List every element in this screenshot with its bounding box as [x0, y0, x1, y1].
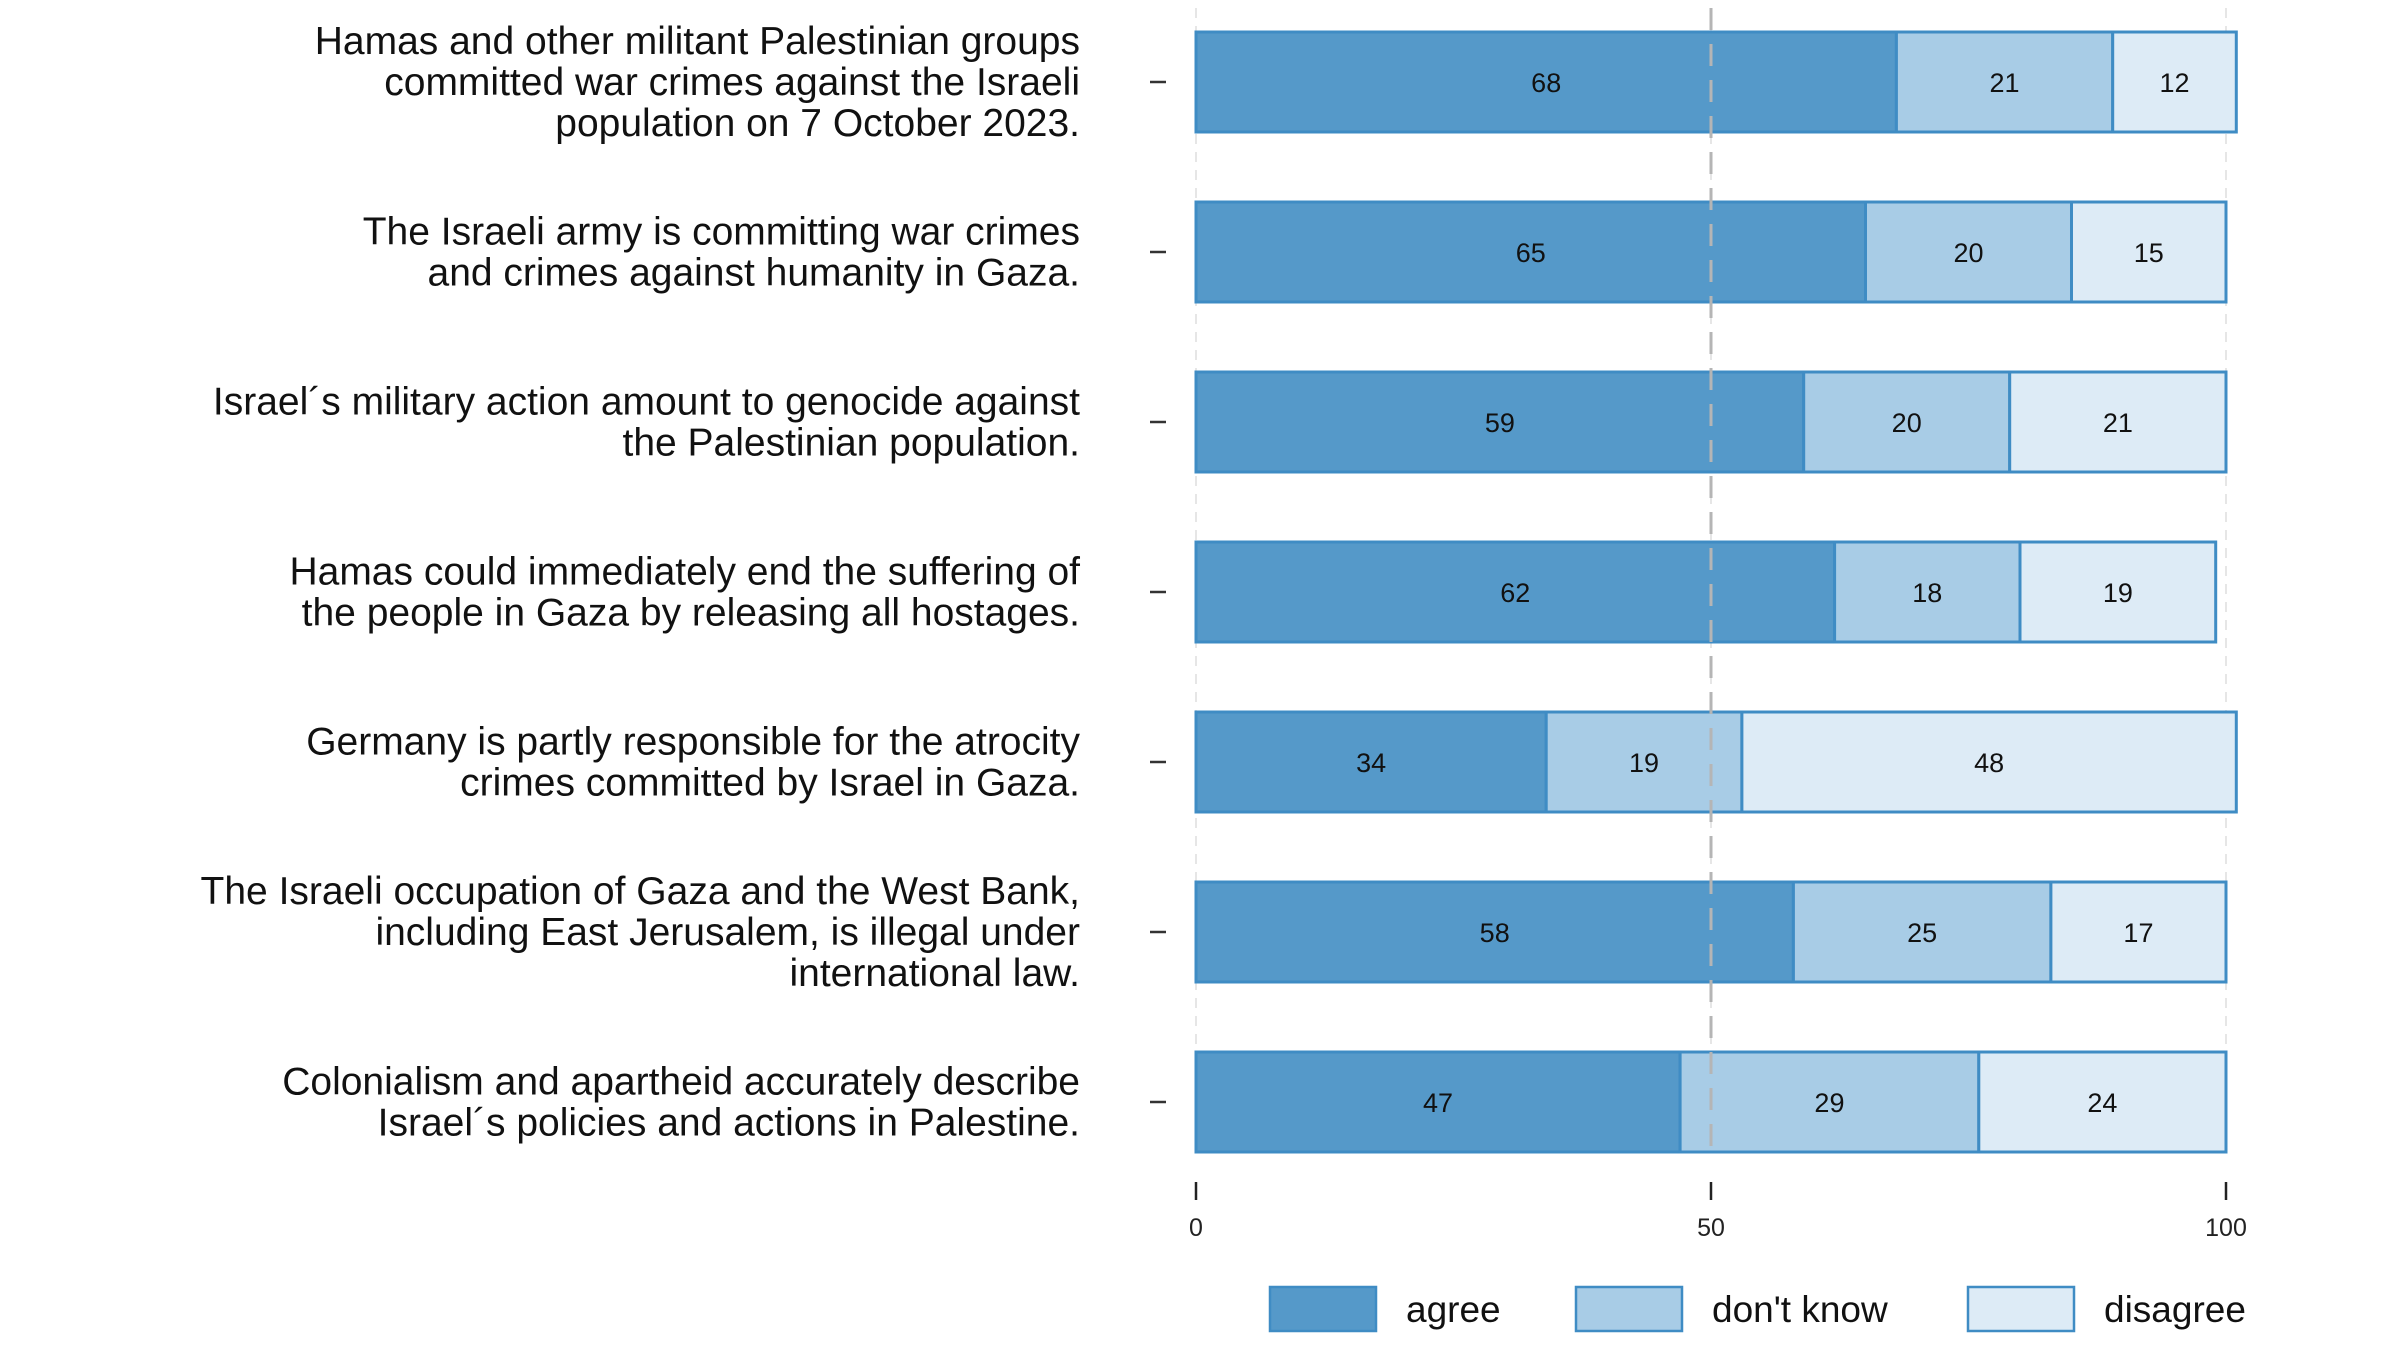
- bar-disagree-6: [2049, 880, 2228, 984]
- category-label-5-line-2: crimes committed by Israel in Gaza.: [460, 762, 1080, 805]
- value-label-disagree-1: 12: [2159, 68, 2189, 98]
- category-label-1-line-1: Hamas and other militant Palestinian gro…: [315, 20, 1080, 63]
- bar-agree-6: [1194, 880, 1795, 984]
- value-label-disagree-2: 15: [2134, 238, 2164, 268]
- bar-don-t-know-4: [1833, 540, 2022, 644]
- legend-swatch-agree: [1268, 1285, 1378, 1333]
- value-label-disagree-5: 48: [1974, 748, 2004, 778]
- category-label-7-line-1: Colonialism and apartheid accurately des…: [282, 1061, 1080, 1104]
- bar-don-t-know-5: [1544, 710, 1744, 814]
- legend-swatch-don-t-know: [1574, 1285, 1684, 1333]
- category-label-6-line-3: international law.: [789, 952, 1080, 995]
- value-label-don-t-know-2: 20: [1953, 238, 1983, 268]
- value-label-don-t-know-6: 25: [1907, 918, 1937, 948]
- value-label-agree-3: 59: [1485, 408, 1515, 438]
- bar-agree-3: [1194, 370, 1806, 474]
- value-label-agree-2: 65: [1516, 238, 1546, 268]
- value-label-agree-5: 34: [1356, 748, 1386, 778]
- category-label-7-line-2: Israel´s policies and actions in Palesti…: [378, 1102, 1080, 1145]
- value-label-don-t-know-5: 19: [1629, 748, 1659, 778]
- category-label-2-line-2: and crimes against humanity in Gaza.: [428, 252, 1081, 295]
- bar-disagree-7: [1977, 1050, 2228, 1154]
- bar-agree-4: [1194, 540, 1837, 644]
- legend-label-agree: agree: [1406, 1289, 1501, 1330]
- x-axis: 0 50 100: [1189, 1182, 2247, 1242]
- value-label-agree-1: 68: [1531, 68, 1561, 98]
- value-label-disagree-7: 24: [2087, 1088, 2117, 1118]
- category-label-1-line-3: population on 7 October 2023.: [555, 102, 1080, 145]
- value-label-agree-7: 47: [1423, 1088, 1453, 1118]
- bar-disagree-1: [2111, 30, 2238, 134]
- bar-disagree-2: [2070, 200, 2228, 304]
- category-label-3-line-1: Israel´s military action amount to genoc…: [213, 381, 1080, 424]
- bar-agree-2: [1194, 200, 1867, 304]
- x-tick-label-0: 0: [1189, 1214, 1203, 1242]
- bars: 68 21 12 65 20 15 59 20 21 62 18 19 34 19 48 58 25 17 47 29…: [1194, 30, 2238, 1154]
- x-tick-label-100: 100: [2205, 1214, 2247, 1242]
- value-label-disagree-3: 21: [2103, 408, 2133, 438]
- category-label-6-line-2: including East Jerusalem, is illegal und…: [375, 911, 1080, 954]
- bar-agree-1: [1194, 30, 1898, 134]
- bar-don-t-know-6: [1791, 880, 2053, 984]
- category-label-4-line-2: the people in Gaza by releasing all host…: [302, 592, 1080, 635]
- category-label-5-line-1: Germany is partly responsible for the at…: [306, 721, 1080, 764]
- category-labels: Hamas and other militant Palestinian gro…: [201, 20, 1166, 1145]
- legend: agree don't know disagree: [1268, 1285, 2246, 1333]
- value-label-agree-4: 62: [1500, 578, 1530, 608]
- value-label-disagree-6: 17: [2123, 918, 2153, 948]
- bar-disagree-4: [2018, 540, 2218, 644]
- x-tick-label-50: 50: [1697, 1214, 1725, 1242]
- bar-disagree-3: [2008, 370, 2228, 474]
- bar-disagree-5: [1740, 710, 2238, 814]
- value-label-don-t-know-7: 29: [1814, 1088, 1844, 1118]
- legend-swatch-disagree: [1966, 1285, 2076, 1333]
- bar-don-t-know-1: [1894, 30, 2115, 134]
- value-label-agree-6: 58: [1480, 918, 1510, 948]
- legend-label-don-t-know: don't know: [1712, 1289, 1888, 1330]
- category-label-1-line-2: committed war crimes against the Israeli: [384, 61, 1080, 104]
- value-label-don-t-know-3: 20: [1892, 408, 1922, 438]
- legend-label-disagree: disagree: [2104, 1289, 2246, 1330]
- category-label-3-line-2: the Palestinian population.: [622, 422, 1080, 465]
- category-label-6-line-1: The Israeli occupation of Gaza and the W…: [201, 870, 1080, 913]
- bar-don-t-know-3: [1802, 370, 2012, 474]
- category-label-2-line-1: The Israeli army is committing war crime…: [363, 211, 1080, 254]
- category-label-4-line-1: Hamas could immediately end the sufferin…: [289, 551, 1080, 594]
- value-label-disagree-4: 19: [2103, 578, 2133, 608]
- value-label-don-t-know-4: 18: [1912, 578, 1942, 608]
- value-label-don-t-know-1: 21: [1990, 68, 2020, 98]
- bar-don-t-know-7: [1678, 1050, 1981, 1154]
